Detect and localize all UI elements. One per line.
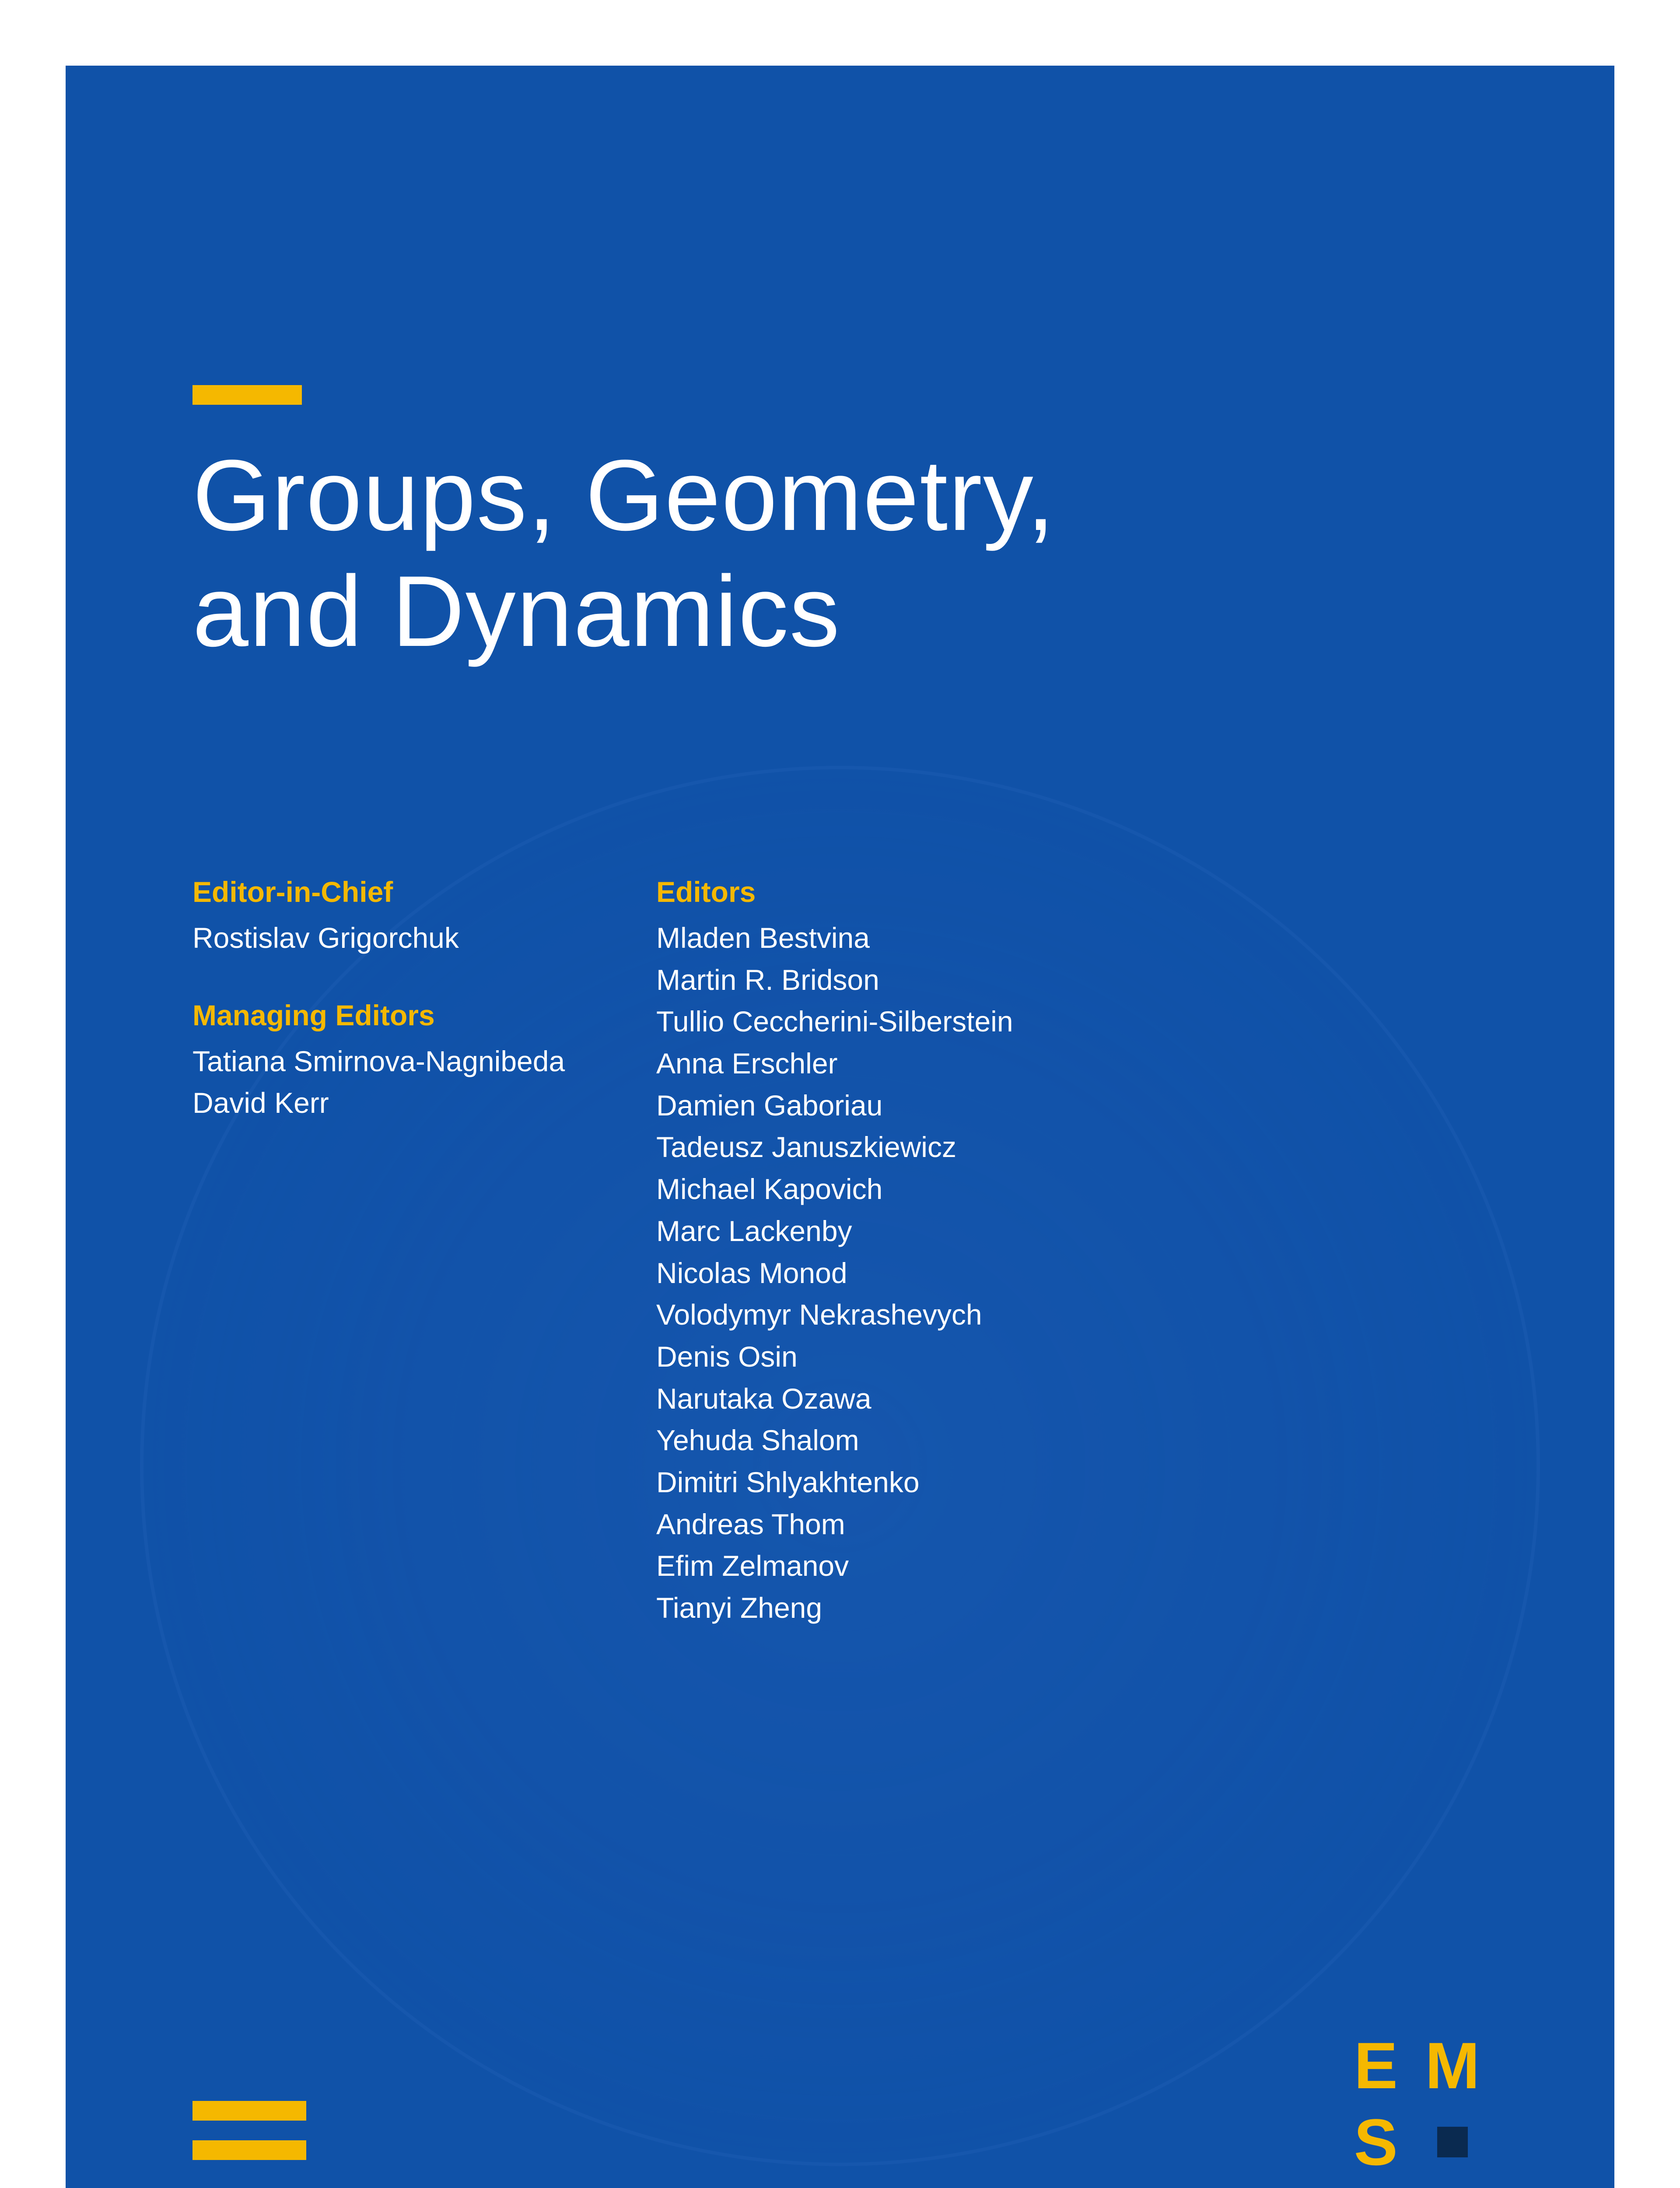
logo-letter-s: S bbox=[1343, 2109, 1409, 2175]
logo-letters-grid: E M S bbox=[1343, 2033, 1518, 2175]
journal-cover: Groups, Geometry, and Dynamics Editor-in… bbox=[66, 66, 1614, 2188]
editor-in-chief-block: Editor-in-Chief Rostislav Grigorchuk bbox=[192, 875, 604, 959]
editor-name: Mladen Bestvina bbox=[656, 917, 1488, 959]
editor-name: Dimitri Shlyakhtenko bbox=[656, 1462, 1488, 1504]
editor-in-chief-name: Rostislav Grigorchuk bbox=[192, 917, 604, 959]
editor-name: Michael Kapovich bbox=[656, 1168, 1488, 1210]
editor-name: Volodymyr Nekrashevych bbox=[656, 1294, 1488, 1336]
accent-bars-bottom bbox=[192, 2101, 306, 2180]
editors-section: Editor-in-Chief Rostislav Grigorchuk Man… bbox=[192, 875, 1488, 1629]
ems-press-logo: E M S PRESS bbox=[1343, 2033, 1518, 2188]
editor-name: Anna Erschler bbox=[656, 1043, 1488, 1085]
editor-name: Nicolas Monod bbox=[656, 1252, 1488, 1294]
managing-editor-name: Tatiana Smirnova-Nagnibeda bbox=[192, 1041, 604, 1083]
editor-name: Denis Osin bbox=[656, 1336, 1488, 1378]
editor-name: Narutaka Ozawa bbox=[656, 1378, 1488, 1420]
logo-square bbox=[1420, 2109, 1485, 2175]
logo-letter-m: M bbox=[1420, 2033, 1485, 2098]
editor-in-chief-heading: Editor-in-Chief bbox=[192, 875, 604, 908]
logo-letter-e: E bbox=[1343, 2033, 1409, 2098]
editors-heading: Editors bbox=[656, 875, 1488, 908]
editor-name: Yehuda Shalom bbox=[656, 1420, 1488, 1462]
left-column: Editor-in-Chief Rostislav Grigorchuk Man… bbox=[192, 875, 604, 1629]
editor-name: Tianyi Zheng bbox=[656, 1587, 1488, 1629]
editors-list: Mladen BestvinaMartin R. BridsonTullio C… bbox=[656, 917, 1488, 1629]
editor-name: Martin R. Bridson bbox=[656, 959, 1488, 1001]
title-line-1: Groups, Geometry, bbox=[192, 438, 1056, 554]
editor-name: Andreas Thom bbox=[656, 1504, 1488, 1546]
accent-bar bbox=[192, 2101, 306, 2121]
accent-bar-top bbox=[192, 385, 302, 405]
right-column: Editors Mladen BestvinaMartin R. Bridson… bbox=[656, 875, 1488, 1629]
managing-editor-name: David Kerr bbox=[192, 1082, 604, 1124]
editor-name: Marc Lackenby bbox=[656, 1210, 1488, 1252]
accent-bar bbox=[192, 2140, 306, 2160]
title-line-2: and Dynamics bbox=[192, 554, 1056, 670]
editor-name: Tadeusz Januszkiewicz bbox=[656, 1126, 1488, 1168]
dark-square-icon bbox=[1437, 2127, 1468, 2157]
editor-name: Damien Gaboriau bbox=[656, 1085, 1488, 1127]
page-container: Groups, Geometry, and Dynamics Editor-in… bbox=[0, 0, 1680, 2188]
editor-name: Efim Zelmanov bbox=[656, 1545, 1488, 1587]
managing-editors-block: Managing Editors Tatiana Smirnova-Nagnib… bbox=[192, 999, 604, 1124]
managing-editors-heading: Managing Editors bbox=[192, 999, 604, 1032]
journal-title: Groups, Geometry, and Dynamics bbox=[192, 438, 1056, 669]
editor-name: Tullio Ceccherini-Silberstein bbox=[656, 1001, 1488, 1043]
